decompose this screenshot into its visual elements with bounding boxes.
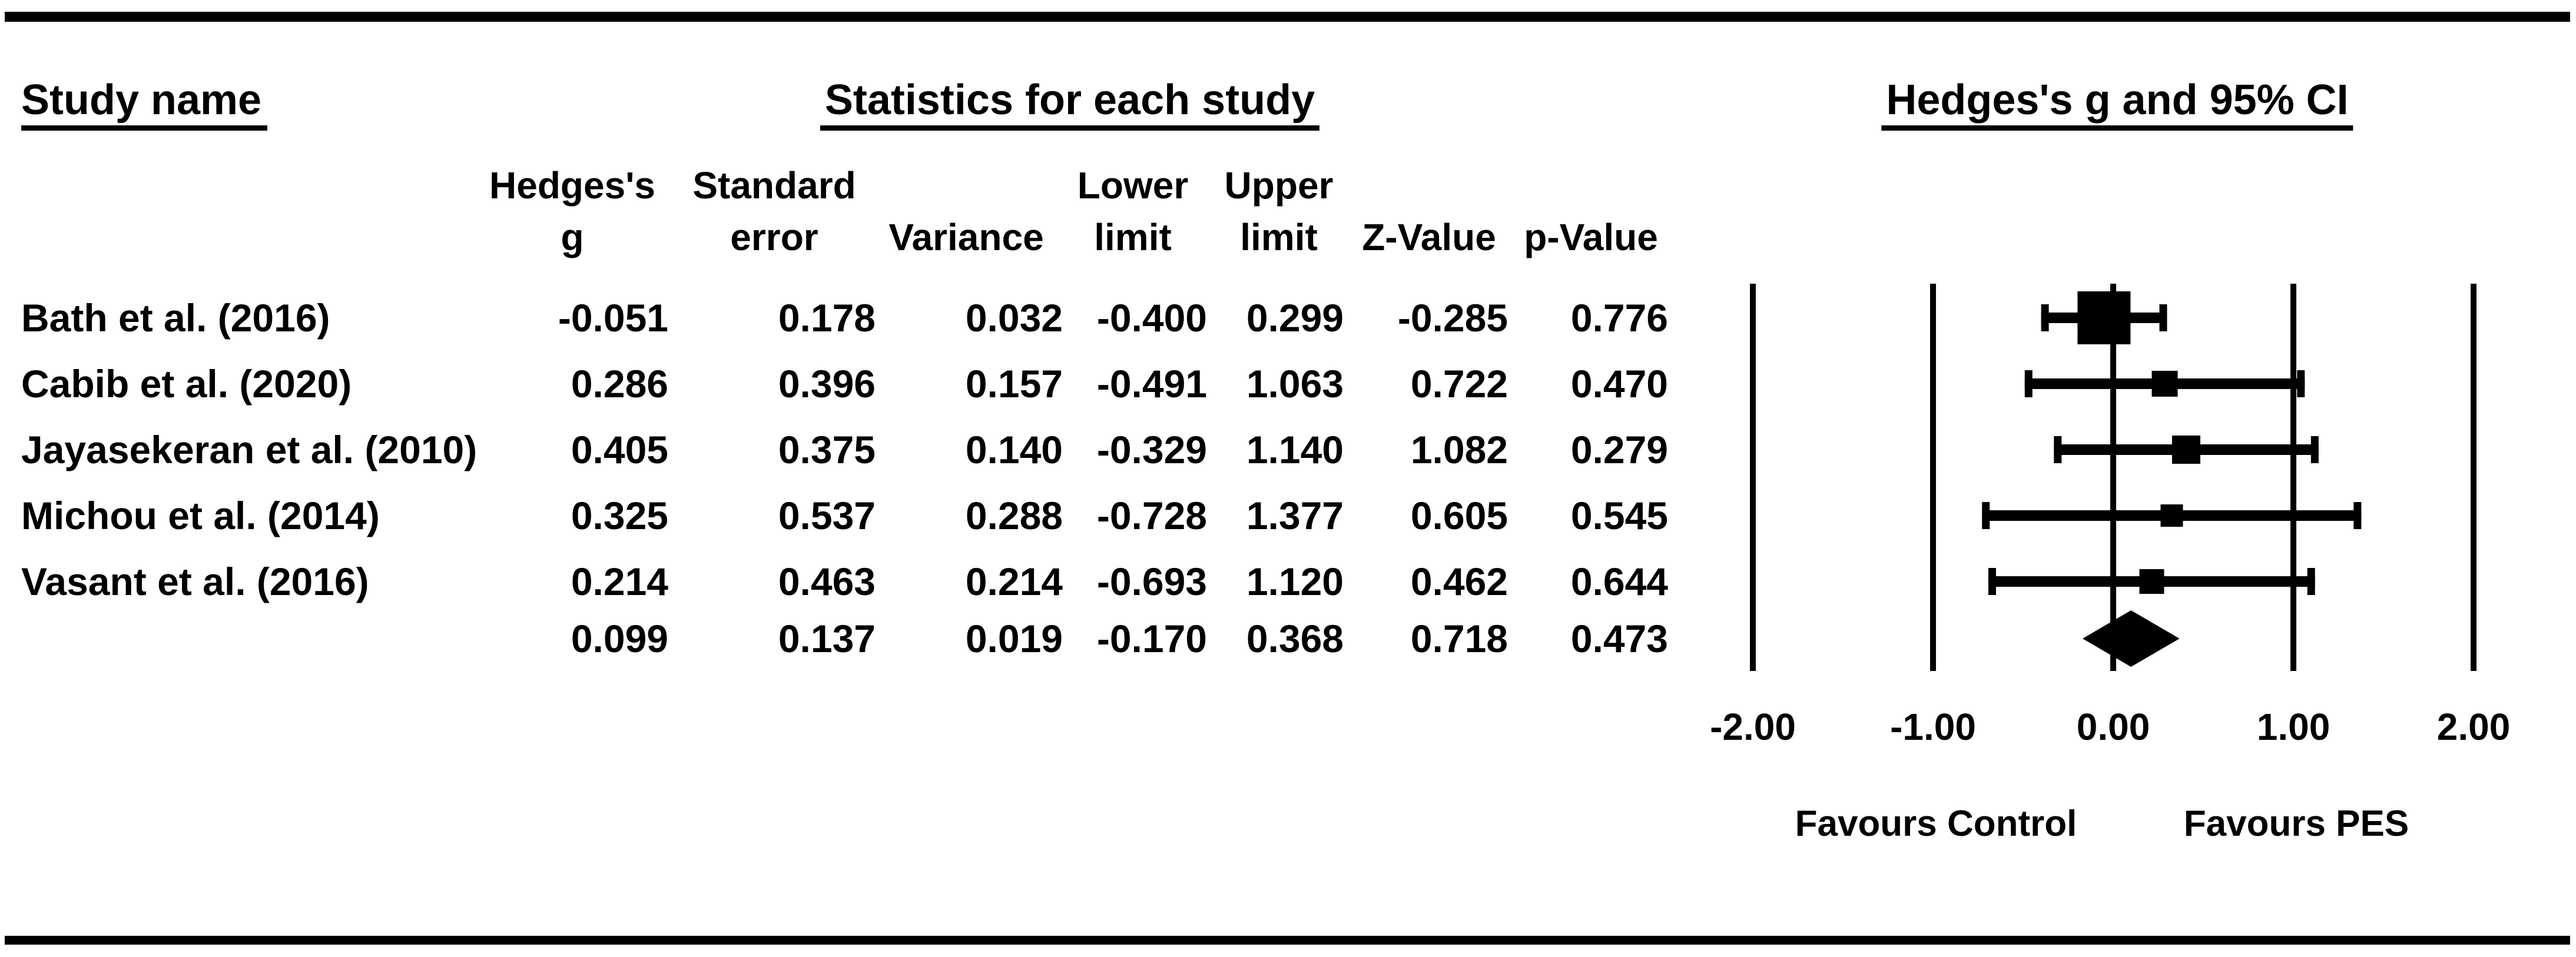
cell-hedges_g: 0.405 bbox=[571, 428, 668, 471]
axis-tick-label: 2.00 bbox=[2436, 706, 2511, 748]
ci-cap-left bbox=[2054, 436, 2062, 463]
cell-p_value: 0.473 bbox=[1570, 617, 1668, 660]
cell-standard_error: 0.463 bbox=[778, 560, 876, 603]
column-header-p_value: p-Value bbox=[1524, 216, 1658, 258]
axis-tick-label: -1.00 bbox=[1890, 706, 1976, 748]
cell-z_value: -0.285 bbox=[1397, 296, 1508, 340]
cell-p_value: 0.470 bbox=[1570, 362, 1668, 406]
ci-cap-left bbox=[1988, 568, 1996, 595]
study-name-cell: Michou et al. (2014) bbox=[21, 494, 380, 537]
cell-upper_limit: 0.368 bbox=[1246, 617, 1344, 660]
axis-tick-label: -2.00 bbox=[1710, 706, 1796, 748]
study-name-cell: Bath et al. (2016) bbox=[21, 296, 330, 340]
cell-upper_limit: 1.063 bbox=[1246, 362, 1344, 406]
cell-lower_limit: -0.728 bbox=[1096, 494, 1207, 537]
effect-square bbox=[2151, 371, 2178, 397]
statistics-header: Statistics for each study bbox=[820, 79, 1320, 131]
study-name-cell: Vasant et al. (2016) bbox=[21, 560, 369, 603]
cell-p_value: 0.545 bbox=[1570, 494, 1668, 537]
cell-variance: 0.019 bbox=[965, 617, 1063, 660]
cell-variance: 0.032 bbox=[965, 296, 1063, 340]
gridline-2 bbox=[2471, 284, 2476, 671]
cell-upper_limit: 1.140 bbox=[1246, 428, 1344, 471]
cell-lower_limit: -0.400 bbox=[1096, 296, 1207, 340]
bottom-rule bbox=[5, 936, 2570, 945]
gridline--1 bbox=[1930, 284, 1936, 671]
cell-upper_limit: 1.120 bbox=[1246, 560, 1344, 603]
cell-z_value: 0.462 bbox=[1410, 560, 1508, 603]
cell-variance: 0.214 bbox=[965, 560, 1063, 603]
cell-z_value: 0.605 bbox=[1410, 494, 1508, 537]
column-header-lower_limit: Lower limit bbox=[1077, 164, 1189, 258]
cell-hedges_g: 0.286 bbox=[571, 362, 668, 406]
effect-square bbox=[2139, 569, 2164, 594]
cell-standard_error: 0.137 bbox=[778, 617, 876, 660]
cell-hedges_g: 0.214 bbox=[571, 560, 668, 603]
cell-standard_error: 0.396 bbox=[778, 362, 876, 406]
ci-cap-right bbox=[2353, 502, 2362, 529]
cell-z_value: 0.718 bbox=[1410, 617, 1508, 660]
cell-hedges_g: 0.099 bbox=[571, 617, 668, 660]
cell-standard_error: 0.178 bbox=[778, 296, 876, 340]
cell-p_value: 0.644 bbox=[1570, 560, 1668, 603]
overall-diamond bbox=[2082, 610, 2180, 667]
cell-z_value: 0.722 bbox=[1410, 362, 1508, 406]
cell-variance: 0.288 bbox=[965, 494, 1063, 537]
cell-upper_limit: 0.299 bbox=[1246, 296, 1344, 340]
ci-cap-right bbox=[2307, 568, 2315, 595]
cell-p_value: 0.776 bbox=[1570, 296, 1668, 340]
ci-header: Hedges's g and 95% CI bbox=[1881, 79, 2353, 131]
favours-pes-label: Favours PES bbox=[2183, 803, 2409, 844]
effect-square bbox=[2077, 291, 2131, 344]
study-name-cell: Jayasekeran et al. (2010) bbox=[21, 428, 478, 471]
column-header-standard_error: Standard error bbox=[692, 164, 856, 258]
column-header-upper_limit: Upper limit bbox=[1224, 164, 1334, 258]
effect-square bbox=[2171, 436, 2200, 464]
axis-tick-label: 0.00 bbox=[2076, 706, 2150, 748]
favours-control-label: Favours Control bbox=[1795, 803, 2077, 844]
gridline-0 bbox=[2110, 284, 2116, 671]
gridline-1 bbox=[2290, 284, 2296, 671]
cell-variance: 0.140 bbox=[965, 428, 1063, 471]
cell-standard_error: 0.537 bbox=[778, 494, 876, 537]
cell-lower_limit: -0.693 bbox=[1096, 560, 1207, 603]
column-header-hedges_g: Hedges's g bbox=[489, 164, 655, 258]
cell-hedges_g: 0.325 bbox=[571, 494, 668, 537]
ci-cap-left bbox=[2024, 370, 2033, 397]
gridline--2 bbox=[1750, 284, 1756, 671]
study-name-cell: Cabib et al. (2020) bbox=[21, 362, 352, 406]
ci-cap-right bbox=[2310, 436, 2319, 463]
ci-cap-left bbox=[2041, 304, 2049, 331]
cell-standard_error: 0.375 bbox=[778, 428, 876, 471]
column-header-z_value: Z-Value bbox=[1362, 216, 1496, 258]
ci-cap-right bbox=[2159, 304, 2167, 331]
study-name-header: Study name bbox=[21, 79, 268, 131]
axis-tick-label: 1.00 bbox=[2256, 706, 2330, 748]
ci-cap-left bbox=[1982, 502, 1990, 529]
cell-hedges_g: -0.051 bbox=[558, 296, 668, 340]
cell-lower_limit: -0.329 bbox=[1096, 428, 1207, 471]
column-header-variance: Variance bbox=[888, 216, 1044, 258]
top-rule bbox=[5, 12, 2570, 22]
cell-upper_limit: 1.377 bbox=[1246, 494, 1344, 537]
cell-lower_limit: -0.170 bbox=[1096, 617, 1207, 660]
cell-variance: 0.157 bbox=[965, 362, 1063, 406]
effect-square bbox=[2160, 504, 2183, 527]
cell-lower_limit: -0.491 bbox=[1096, 362, 1207, 406]
ci-cap-right bbox=[2297, 370, 2305, 397]
cell-z_value: 1.082 bbox=[1410, 428, 1508, 471]
cell-p_value: 0.279 bbox=[1570, 428, 1668, 471]
